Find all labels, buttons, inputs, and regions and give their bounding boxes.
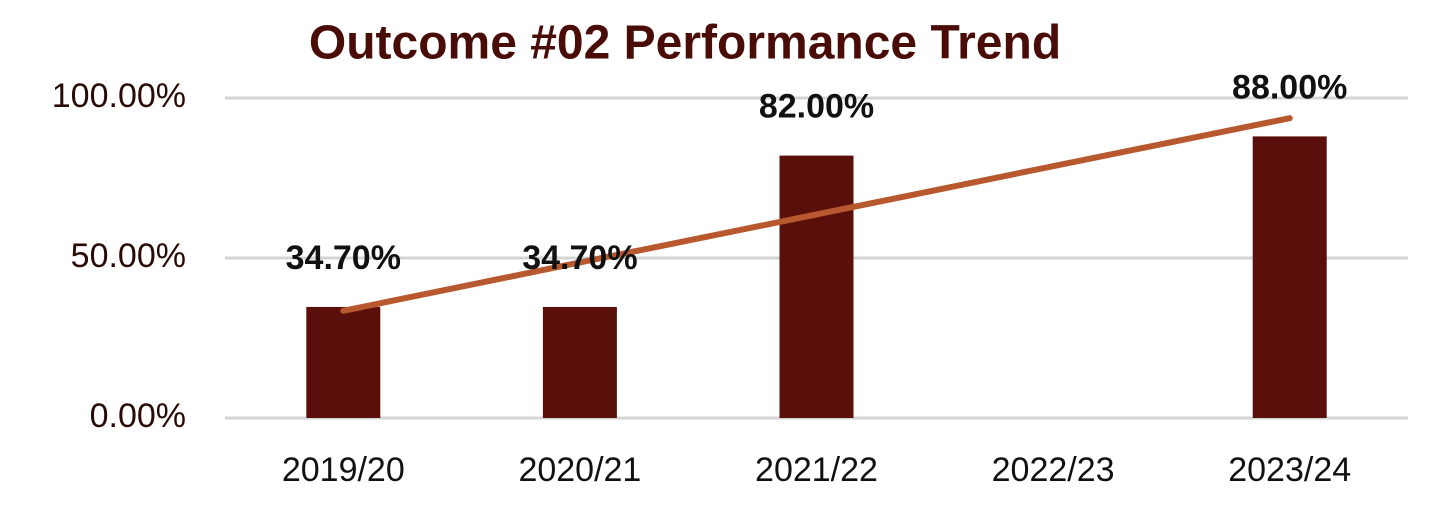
value-label: 34.70% — [286, 239, 401, 277]
value-label: 82.00% — [759, 88, 874, 126]
x-tick-label: 2021/22 — [755, 451, 878, 489]
y-tick-label: 0.00% — [90, 397, 186, 435]
chart-title: Outcome #02 Performance Trend — [309, 17, 1061, 70]
bar — [306, 306, 381, 418]
trendline — [340, 115, 1293, 314]
x-tick-label: 2019/20 — [282, 451, 405, 489]
bar — [779, 155, 854, 418]
y-tick-label: 100.00% — [52, 77, 186, 115]
x-tick-label: 2022/23 — [992, 451, 1115, 489]
value-label: 34.70% — [522, 239, 637, 277]
x-tick-label: 2020/21 — [518, 451, 641, 489]
y-tick-label: 50.00% — [71, 237, 186, 275]
bar — [1252, 136, 1327, 418]
x-tick-label: 2023/24 — [1228, 451, 1351, 489]
bar — [542, 306, 617, 418]
value-label: 88.00% — [1232, 68, 1347, 106]
